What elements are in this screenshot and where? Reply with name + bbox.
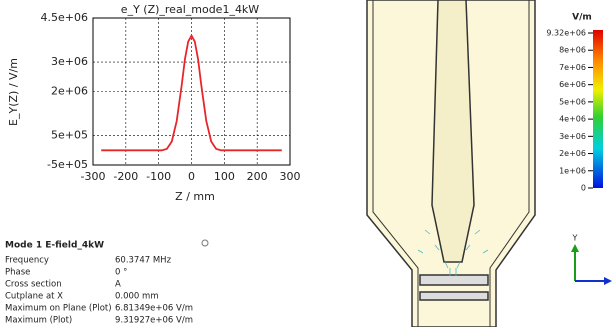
field-plot (367, 0, 535, 327)
property-value: 9.31927e+06 V/m (115, 316, 193, 326)
axis-triad: Y (571, 234, 612, 286)
data-line (101, 36, 282, 151)
flange (420, 275, 488, 285)
legend-label: 7e+06 (559, 63, 586, 72)
y-tick-label: 5e+05 (51, 129, 88, 142)
arrow-head (604, 277, 612, 285)
legend-label: 8e+06 (559, 46, 586, 55)
legend-label: 6e+06 (559, 80, 586, 89)
line-chart: e_Y (Z)_real_mode1_4kW Z / mm E_Y(Z) / V… (7, 3, 301, 203)
property-name: Cross section (5, 280, 62, 290)
arrow-head (571, 244, 579, 252)
property-value: 60.3747 MHz (115, 256, 172, 266)
property-value: 6.81349e+06 V/m (115, 304, 193, 314)
color-bar (593, 30, 603, 188)
legend-label: 3e+06 (559, 132, 586, 141)
legend-label: 0 (581, 184, 586, 193)
panel-title: Mode 1 E-field_4kW (5, 241, 104, 251)
legend-label: 4e+06 (559, 115, 586, 124)
x-axis-label: Z / mm (175, 190, 215, 203)
legend-label: 1e+06 (559, 166, 586, 175)
chart-title: e_Y (Z)_real_mode1_4kW (121, 3, 260, 16)
legend-label: 5e+06 (559, 97, 586, 106)
legend-label: 9.32e+06 (546, 29, 586, 38)
property-name: Frequency (5, 256, 49, 266)
triad-label: Y (572, 234, 578, 243)
property-name: Phase (5, 268, 30, 278)
color-legend: V/m 9.32e+06 8e+06 7e+06 6e+06 5e+06 4e+06 3e+… (546, 13, 603, 193)
x-tick-label: -100 (146, 170, 171, 183)
x-tick-label: 300 (280, 170, 301, 183)
property-value: A (115, 280, 121, 290)
legend-unit: V/m (572, 13, 592, 23)
x-tick-label: -300 (81, 170, 106, 183)
legend-label: 2e+06 (559, 149, 586, 158)
y-axis-label: E_Y(Z) / V/m (7, 58, 20, 126)
y-tick-label: 3e+06 (51, 55, 88, 68)
y-tick-label: 4.5e+06 (41, 11, 88, 24)
inner-conductor (432, 0, 474, 262)
property-name: Maximum on Plane (Plot) (5, 304, 112, 314)
panel-icon (202, 240, 208, 246)
x-tick-label: 100 (214, 170, 235, 183)
x-tick-label: -200 (113, 170, 138, 183)
property-name: Cutplane at X (5, 292, 63, 302)
property-value: 0 ° (115, 268, 127, 278)
flange (420, 292, 488, 300)
screen: e_Y (Z)_real_mode1_4kW Z / mm E_Y(Z) / V… (0, 0, 615, 327)
x-tick-label: 0 (188, 170, 195, 183)
info-panel: Mode 1 E-field_4kW Frequency 60.3747 MHz P… (5, 240, 208, 326)
property-value: 0.000 mm (115, 292, 159, 302)
x-tick-label: 200 (247, 170, 268, 183)
y-tick-label: 2e+06 (51, 85, 88, 98)
property-name: Maximum (Plot) (5, 316, 72, 326)
y-tick-label: -5e+05 (47, 158, 88, 171)
